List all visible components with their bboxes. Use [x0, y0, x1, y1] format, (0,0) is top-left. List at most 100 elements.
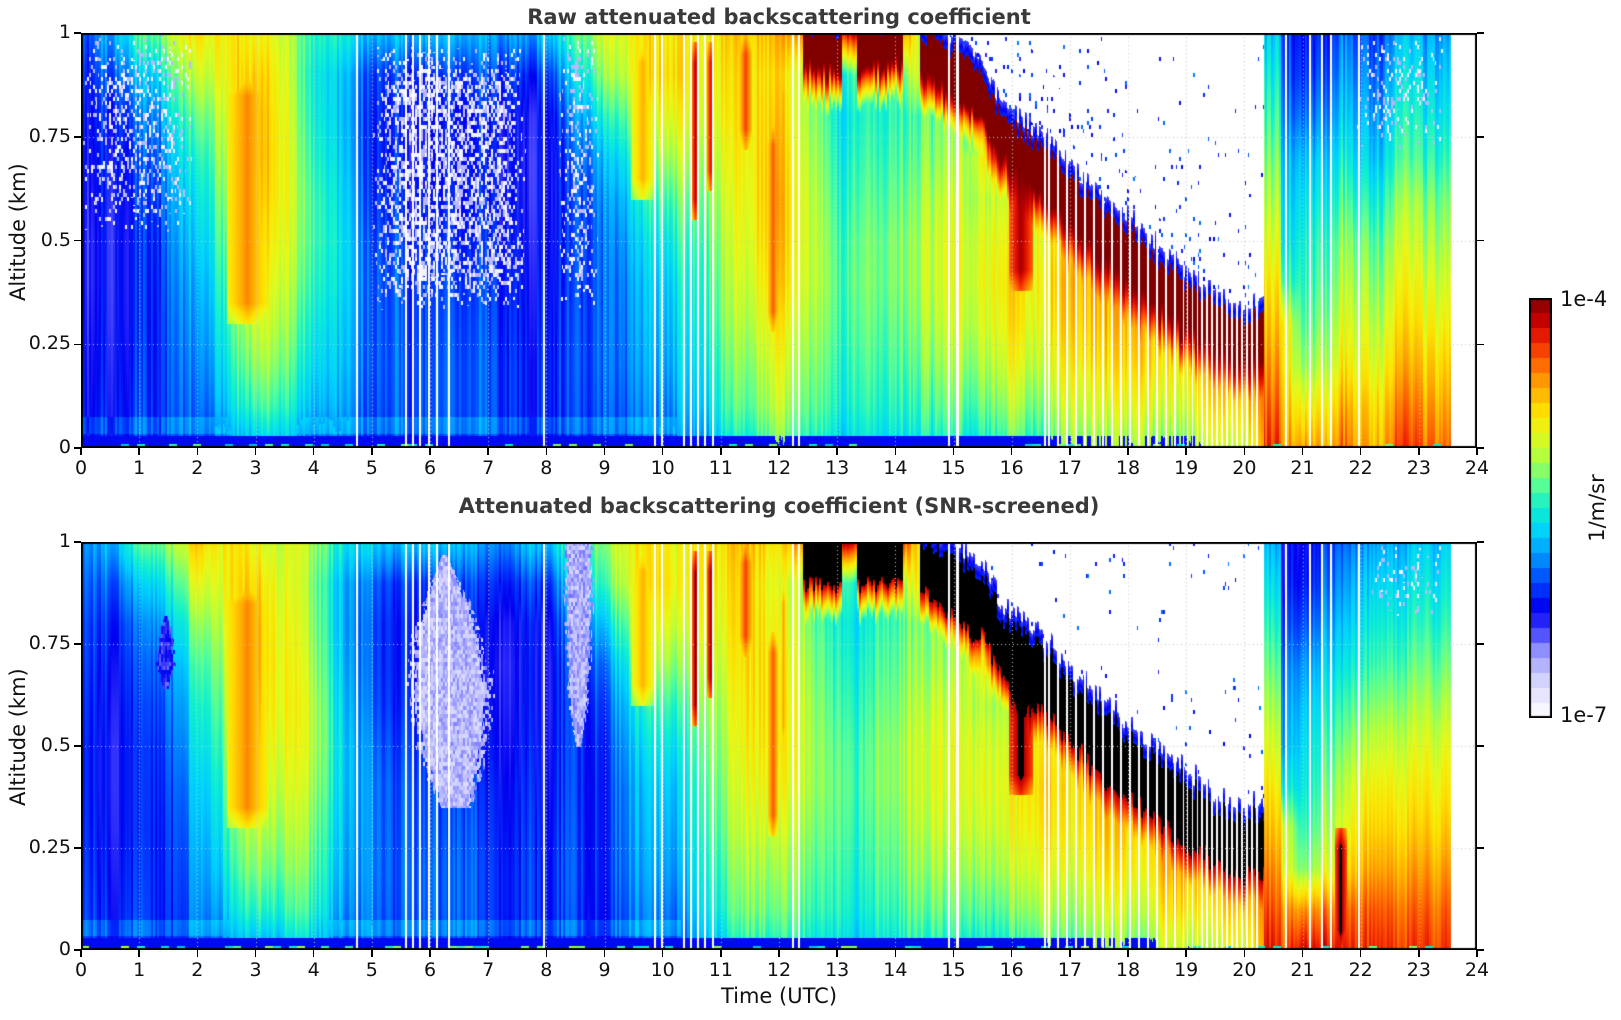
y-tick-mark-right — [1477, 239, 1484, 242]
x-tick-mark — [1359, 448, 1362, 455]
x-tick-mark — [487, 448, 489, 455]
x-tick-mark — [1301, 448, 1304, 455]
x-tick-mark — [1476, 950, 1478, 957]
x-tick-mark — [312, 448, 315, 455]
x-tick-mark — [1069, 448, 1071, 455]
x-tick-label: 10 — [650, 959, 675, 981]
x-tick-mark — [138, 950, 140, 957]
y-tick-mark-right — [1477, 541, 1484, 543]
x-tick-label: 8 — [540, 959, 553, 981]
colorbar-max-label: 1e-4 — [1560, 287, 1608, 311]
y-tick-mark — [74, 745, 81, 747]
y-tick-mark-right — [1477, 643, 1484, 645]
x-tick-mark — [312, 950, 315, 957]
x-tick-mark — [661, 950, 664, 957]
x-tick-label: 15 — [941, 959, 966, 981]
x-tick-mark — [894, 950, 897, 957]
x-tick-mark — [1476, 448, 1478, 455]
y-tick-mark — [74, 643, 81, 645]
x-tick-label: 18 — [1115, 457, 1141, 479]
x-tick-mark — [545, 950, 548, 957]
x-tick-label: 12 — [766, 959, 792, 981]
panel1-title: Raw attenuated backscattering coefficien… — [527, 5, 1031, 29]
colorbar-min-label: 1e-7 — [1560, 703, 1608, 727]
x-tick-label: 7 — [482, 457, 495, 479]
x-tick-mark — [720, 950, 722, 957]
x-tick-label: 19 — [1174, 959, 1199, 981]
y-tick-mark — [74, 32, 81, 34]
x-tick-mark — [487, 950, 489, 957]
x-tick-mark — [545, 448, 548, 455]
x-tick-label: 1 — [133, 959, 146, 981]
x-tick-label: 1 — [133, 457, 146, 479]
x-tick-label: 23 — [1406, 457, 1431, 479]
x-tick-label: 20 — [1232, 457, 1257, 479]
x-tick-label: 6 — [423, 959, 437, 981]
y-tick-mark — [74, 541, 81, 543]
x-axis-label: Time (UTC) — [720, 984, 838, 1008]
x-tick-label: 21 — [1290, 457, 1315, 479]
x-tick-mark — [778, 950, 780, 957]
x-tick-mark — [1127, 448, 1129, 455]
x-tick-label: 5 — [365, 457, 378, 479]
x-tick-mark — [254, 950, 257, 957]
colorbar-unit-label: 1/m/sr — [1585, 474, 1609, 542]
x-tick-label: 3 — [249, 457, 262, 479]
x-tick-mark — [196, 448, 199, 455]
x-tick-label: 15 — [941, 457, 966, 479]
x-tick-mark — [429, 448, 431, 455]
x-tick-label: 14 — [883, 959, 908, 981]
x-tick-mark — [952, 448, 955, 455]
x-tick-label: 2 — [191, 457, 204, 479]
x-tick-label: 22 — [1348, 457, 1373, 479]
heatmap-panel1-canvas — [81, 33, 1477, 448]
x-tick-mark — [254, 448, 257, 455]
x-tick-label: 20 — [1232, 959, 1257, 981]
y-tick-label: 0.25 — [28, 836, 71, 858]
x-tick-mark — [80, 950, 82, 957]
x-tick-label: 11 — [708, 457, 733, 479]
x-tick-mark — [1185, 950, 1187, 957]
x-tick-label: 7 — [482, 959, 495, 981]
y-tick-mark-right — [1477, 847, 1484, 849]
x-tick-mark — [952, 950, 955, 957]
x-tick-mark — [196, 950, 199, 957]
x-tick-label: 13 — [825, 457, 850, 479]
x-tick-mark — [603, 448, 606, 455]
x-tick-label: 19 — [1174, 457, 1199, 479]
y-tick-label: 0.5 — [40, 228, 71, 251]
panel2-title: Attenuated backscattering coefficient (S… — [458, 494, 1100, 518]
x-tick-label: 13 — [825, 959, 850, 981]
x-tick-label: 11 — [708, 959, 733, 981]
x-tick-mark — [1359, 950, 1362, 957]
x-tick-label: 23 — [1406, 959, 1431, 981]
x-tick-label: 0 — [74, 959, 88, 981]
x-tick-mark — [1301, 950, 1304, 957]
x-tick-label: 24 — [1464, 457, 1490, 479]
x-tick-mark — [1010, 448, 1013, 455]
x-tick-mark — [836, 448, 838, 455]
x-tick-mark — [1069, 950, 1071, 957]
x-tick-label: 6 — [423, 457, 437, 479]
x-tick-mark — [1185, 448, 1187, 455]
x-tick-mark — [1127, 950, 1129, 957]
y-tick-label: 0 — [58, 938, 71, 960]
x-tick-label: 5 — [365, 959, 378, 981]
x-tick-mark — [80, 448, 82, 455]
x-tick-mark — [603, 950, 606, 957]
y-tick-mark-right — [1477, 32, 1484, 34]
x-tick-label: 9 — [598, 457, 611, 479]
x-tick-label: 0 — [74, 457, 88, 479]
x-tick-label: 17 — [1057, 457, 1082, 479]
y-tick-mark-right — [1477, 447, 1484, 449]
x-tick-mark — [429, 950, 431, 957]
x-tick-label: 3 — [249, 959, 262, 981]
y-tick-mark-right — [1477, 745, 1484, 747]
y-tick-label: 0 — [58, 436, 71, 458]
x-tick-label: 21 — [1290, 959, 1315, 981]
colorbar-canvas — [1529, 298, 1552, 718]
y-tick-label: 0.75 — [28, 124, 71, 147]
y-tick-mark — [74, 949, 81, 951]
x-tick-mark — [1010, 950, 1013, 957]
